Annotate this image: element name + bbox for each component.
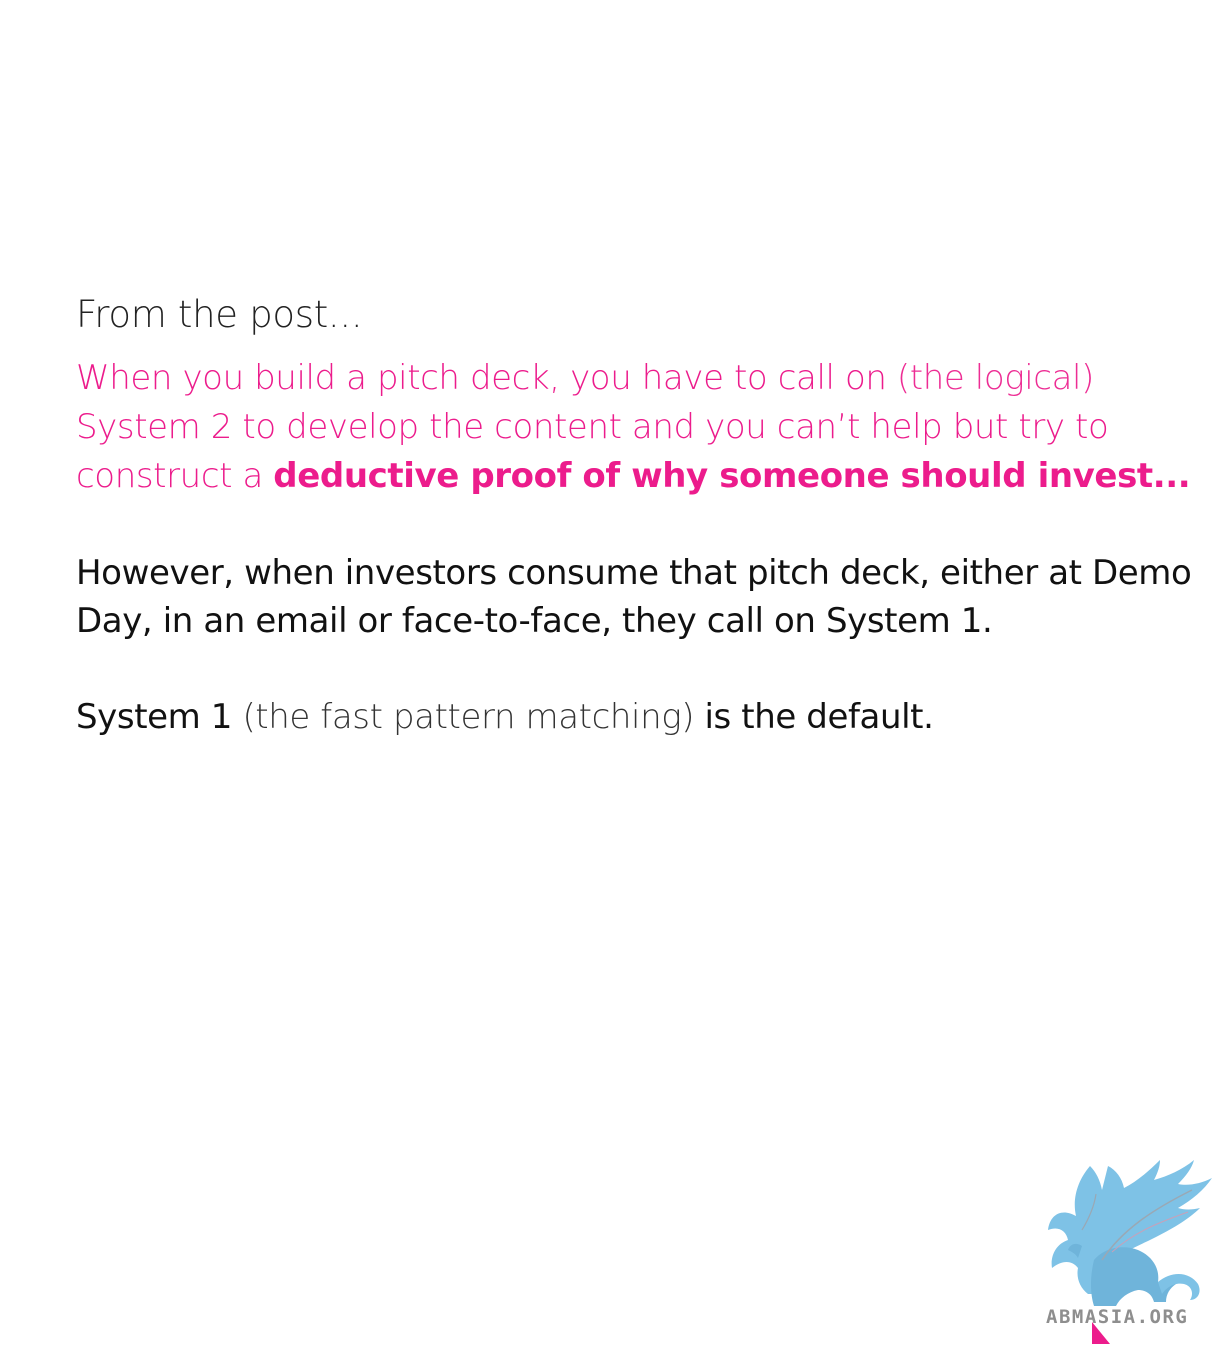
- quote-part-2: System 2 to develop the content and you …: [76, 407, 1109, 496]
- paragraph-system-1: However, when investors consume that pit…: [76, 553, 1192, 641]
- highlighted-quote: When you build a pitch deck, you have to…: [76, 354, 1196, 501]
- paragraph-default-aside: (the fast pattern matching): [242, 697, 695, 737]
- paragraph-default-part-1: System 1: [76, 697, 243, 737]
- quote-aside: (the logical): [896, 358, 1094, 398]
- pink-triangle-icon: [1092, 1322, 1110, 1344]
- quote-emphasis: deductive proof of why someone should in…: [273, 456, 1191, 496]
- paragraph-default-part-2: is the default.: [694, 697, 934, 737]
- logo-wordmark: ABMASIA.ORG: [1046, 1306, 1189, 1328]
- paragraph-default: System 1 (the fast pattern matching) is …: [76, 693, 1196, 741]
- intro-heading: From the post...: [76, 293, 363, 336]
- griffin-logo-icon: [1048, 1160, 1212, 1306]
- quote-part-1: When you build a pitch deck, you have to…: [76, 358, 897, 398]
- post-excerpt: From the post... When you build a pitch …: [76, 288, 1196, 741]
